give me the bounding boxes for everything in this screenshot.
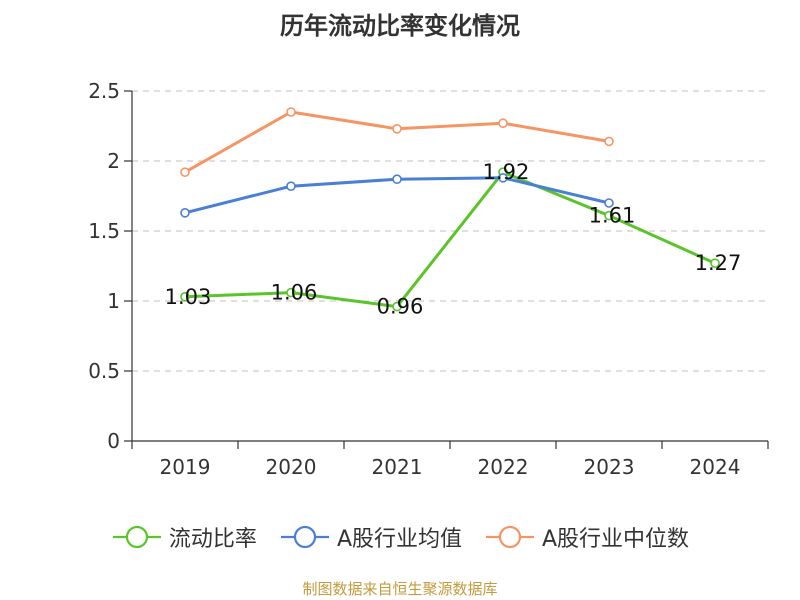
x-tick-label: 2021 <box>372 455 423 479</box>
data-point <box>498 173 508 183</box>
x-tick-label: 2024 <box>690 455 741 479</box>
legend-label: 流动比率 <box>168 527 257 552</box>
data-point <box>498 118 508 128</box>
legend-circle <box>293 525 317 549</box>
data-point <box>180 291 190 302</box>
data-point <box>180 208 190 218</box>
legend-marker-icon <box>280 525 329 549</box>
data-label: 1.03 <box>165 285 212 309</box>
legend-label: A股行业均值 <box>336 527 462 552</box>
data-point <box>392 174 402 184</box>
data-point <box>604 210 614 221</box>
data-label: 1.06 <box>271 281 318 305</box>
series-line <box>184 110 610 174</box>
legend-circle <box>125 525 149 549</box>
series-lines <box>180 107 720 312</box>
legend-item[interactable]: A股行业中位数 <box>484 521 689 553</box>
gridlines <box>132 90 768 372</box>
data-label: 1.92 <box>483 160 530 184</box>
data-point <box>286 287 296 298</box>
axes: 0 0.5 1 1.5 2 2.5 2019 2020 2021 2022 2023 2024 <box>88 79 769 479</box>
source-note: 制图数据来自恒生聚源数据库 <box>302 580 498 598</box>
x-tick-label: 2022 <box>478 455 529 479</box>
data-point <box>286 181 296 191</box>
data-label: 1.27 <box>695 251 742 275</box>
y-tick-label: 0.5 <box>88 359 120 383</box>
legend-marker-icon <box>486 525 534 549</box>
data-label: 1.61 <box>589 204 636 228</box>
legend-circle <box>498 525 522 549</box>
series-line <box>184 170 716 309</box>
legend-marker-icon <box>112 525 161 549</box>
data-point <box>286 107 296 117</box>
chart-title: 历年流动比率变化情况 <box>280 12 520 40</box>
x-tick-label: 2019 <box>160 455 211 479</box>
legend: 流动比率 A股行业均值 A股行业中位数 <box>0 520 800 554</box>
data-labels: 1.03 1.06 0.96 1.92 1.61 1.27 <box>165 160 742 318</box>
legend-item[interactable]: A股行业均值 <box>279 521 462 553</box>
data-point <box>392 301 402 312</box>
x-tick-label: 2023 <box>584 455 635 479</box>
data-point <box>604 136 614 147</box>
line-chart: 0 0.5 1 1.5 2 2.5 2019 2020 2021 2022 2023 2024 1.0… <box>88 79 769 479</box>
y-tick-label: 2.5 <box>88 79 120 103</box>
y-tick-label: 1 <box>107 289 120 313</box>
legend-item[interactable]: 流动比率 <box>111 521 257 553</box>
legend-label: A股行业中位数 <box>542 527 690 552</box>
y-tick-label: 1.5 <box>88 219 120 243</box>
data-point <box>180 167 190 177</box>
data-point <box>604 198 614 208</box>
y-tick-label: 2 <box>107 149 120 173</box>
data-point <box>710 258 720 269</box>
x-tick-label: 2020 <box>266 455 317 479</box>
y-tick-label: 0 <box>107 429 120 453</box>
data-label: 0.96 <box>377 295 424 319</box>
data-point <box>392 124 402 134</box>
